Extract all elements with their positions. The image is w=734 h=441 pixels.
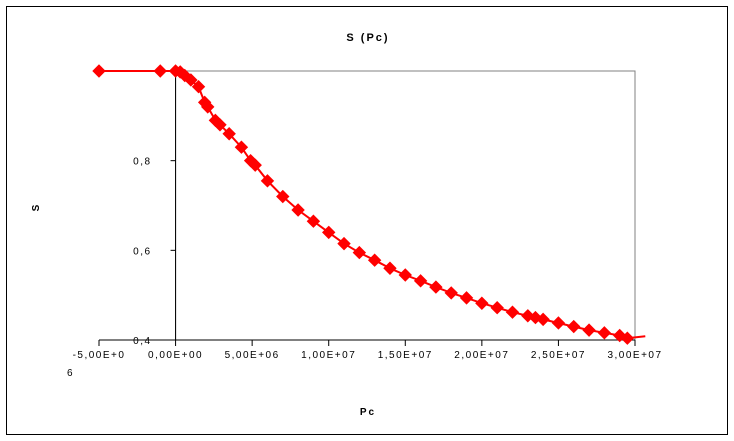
x-axis-title: Pc	[360, 407, 376, 418]
data-point-marker	[276, 189, 290, 204]
chart-title: S (Pc)	[346, 32, 389, 44]
data-point-marker	[383, 261, 397, 275]
x-tick-label-continuation: 6	[67, 368, 74, 379]
data-point-marker	[444, 286, 458, 300]
data-point-marker	[191, 79, 206, 94]
data-point-marker	[153, 64, 167, 78]
data-point-marker	[184, 73, 198, 87]
tick-labels: -5,00E+0 6 0,00E+00 5,00E+06 1,00E+07 1,50E+0…	[67, 157, 662, 379]
data-point-marker	[213, 118, 227, 132]
data-point-marker	[234, 140, 249, 154]
data-point-marker	[306, 214, 321, 228]
data-point-marker	[597, 326, 612, 340]
data-point-marker	[92, 64, 106, 78]
y-tick-label: 0,8	[133, 157, 151, 168]
data-point-marker	[222, 127, 236, 141]
y-tick-label: 0,4	[133, 336, 151, 347]
data-point-marker	[490, 301, 504, 315]
x-tick-label: 1,50E+07	[378, 350, 433, 361]
x-tick-label: 2,00E+07	[454, 350, 509, 361]
chart-svg: -5,00E+0 6 0,00E+00 5,00E+06 1,00E+07 1,50E+0…	[31, 32, 662, 418]
data-point-marker	[367, 253, 382, 267]
y-axis-title: S	[31, 203, 42, 212]
x-tick-label: 0,00E+00	[148, 350, 203, 361]
data-point-marker	[620, 331, 635, 345]
data-point-marker	[260, 174, 275, 188]
axes	[98, 71, 636, 346]
x-tick-label: 5,00E+06	[225, 350, 280, 361]
plot-area-border	[175, 70, 636, 341]
data-point-marker	[567, 319, 581, 334]
data-point-marker	[505, 305, 520, 319]
data-point-marker	[322, 225, 336, 240]
data-point-marker	[337, 236, 351, 251]
data-point-marker	[459, 291, 474, 305]
x-tick-label: 2,50E+07	[531, 350, 586, 361]
y-tick-label: 0,6	[133, 246, 151, 257]
data-point-marker	[429, 280, 443, 294]
data-point-marker	[475, 296, 489, 310]
data-point-marker	[291, 203, 305, 217]
x-tick-label: 1,00E+07	[301, 350, 356, 361]
data-point-marker	[582, 323, 596, 337]
data-point-marker	[248, 158, 262, 172]
x-tick-label: -5,00E+0	[73, 350, 126, 361]
x-tick-label: 3,00E+07	[607, 350, 662, 361]
series-line	[99, 70, 646, 340]
data-point-marker	[201, 100, 215, 114]
data-points	[92, 64, 635, 345]
data-point-marker	[398, 268, 412, 282]
data-point-marker	[352, 245, 367, 260]
chart-area: -5,00E+0 6 0,00E+00 5,00E+06 1,00E+07 1,50E+0…	[6, 6, 728, 435]
data-point-marker	[551, 316, 566, 330]
data-point-marker	[536, 312, 550, 327]
data-point-marker	[413, 274, 428, 288]
